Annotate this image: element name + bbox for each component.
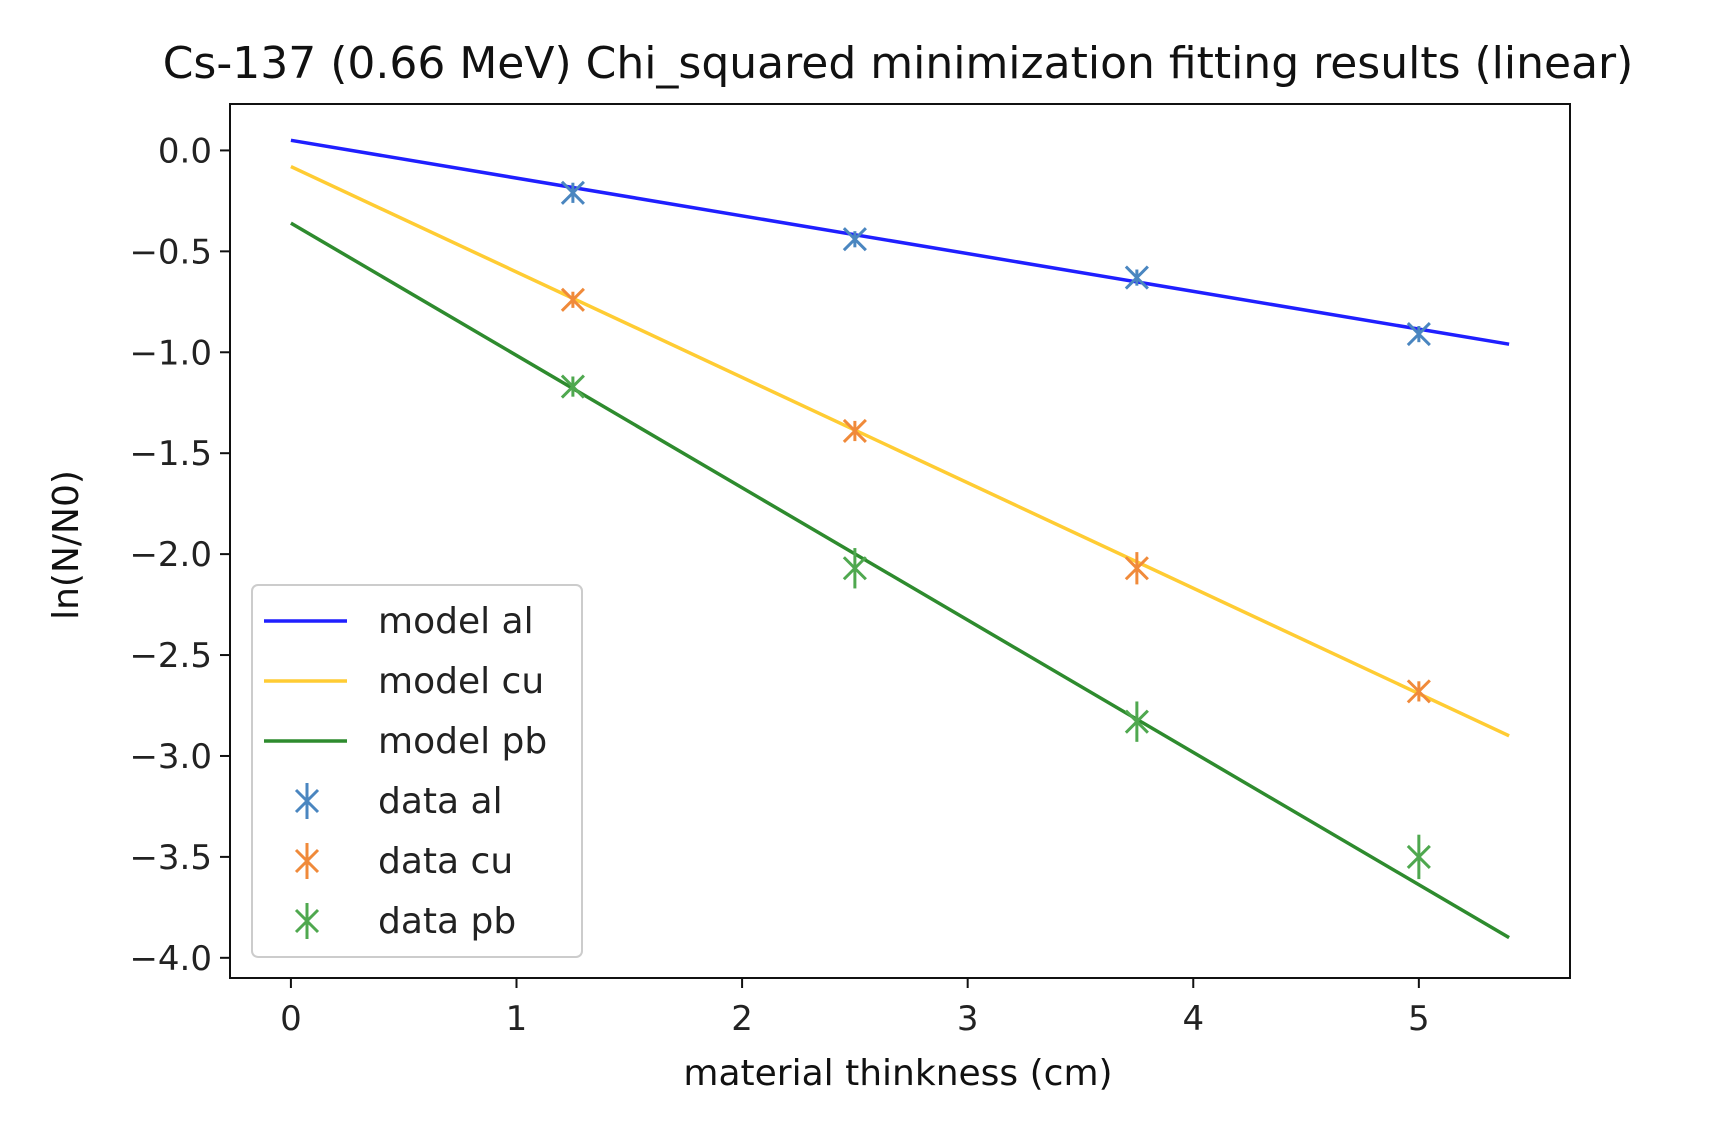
marker-stroke [294, 908, 320, 934]
legend: model al model cu model pb data al data cu da… [251, 584, 583, 958]
marker-stroke [1124, 556, 1149, 581]
model-line-pb [290, 221, 1510, 940]
marker-stroke [842, 556, 867, 581]
y-tick-label: 0.0 [158, 131, 212, 171]
legend-label: data al [378, 781, 503, 822]
legend-item: model cu [264, 661, 544, 702]
data-point-cu [1124, 552, 1149, 585]
x-tick-label: 4 [1182, 999, 1204, 1039]
legend-item: data cu [294, 841, 513, 882]
y-tick-label: −4.0 [129, 939, 212, 979]
marker-stroke [294, 788, 320, 814]
marker-stroke [560, 180, 585, 205]
legend-item: model al [264, 601, 534, 642]
data-point-pb [842, 548, 867, 589]
data-point-pb [560, 374, 585, 399]
legend-label: data cu [378, 841, 513, 882]
y-tick-label: −3.0 [129, 737, 212, 777]
x-tick-label: 0 [280, 999, 302, 1039]
data-point-al [1124, 265, 1149, 290]
x-tick-label: 5 [1408, 999, 1430, 1039]
marker-stroke [560, 287, 585, 312]
x-axis-label: material thinkness (cm) [683, 1053, 1112, 1094]
chart-title: Cs-137 (0.66 MeV) Chi_squared minimizati… [163, 38, 1634, 89]
y-tick-label: −2.0 [129, 535, 212, 575]
legend-item: data pb [294, 901, 516, 942]
x-tick-label: 3 [957, 999, 979, 1039]
marker-stroke [842, 418, 867, 444]
marker-stroke [560, 374, 585, 399]
y-tick-label: −1.5 [129, 434, 212, 474]
marker-stroke [294, 848, 320, 874]
marker-stroke [842, 227, 867, 252]
data-point-al [560, 180, 585, 205]
legend-label: model pb [378, 721, 547, 762]
data-point-al [1406, 322, 1431, 347]
model-line-al [290, 138, 1510, 346]
legend-label: model cu [378, 661, 544, 702]
marker-stroke [1406, 844, 1431, 869]
marker-stroke [1406, 322, 1431, 347]
y-tick-label: −1.0 [129, 333, 212, 373]
data-point-cu [1406, 679, 1431, 704]
legend-label: model al [378, 601, 534, 642]
data-point-cu [560, 287, 585, 312]
y-tick-label: −2.5 [129, 636, 212, 676]
marker-stroke [1124, 265, 1149, 290]
legend-item: model pb [264, 721, 547, 762]
legend-box [251, 584, 583, 958]
model-line-cu [290, 164, 1510, 738]
legend-label: data pb [378, 901, 516, 942]
legend-item: data al [294, 781, 503, 822]
x-tick-label: 1 [506, 999, 528, 1039]
marker-stroke [1406, 679, 1431, 704]
y-tick-label: −0.5 [129, 232, 212, 272]
data-point-pb [1406, 834, 1431, 880]
data-point-al [842, 227, 867, 252]
marker-stroke [1124, 709, 1149, 734]
y-axis-label: ln(N/N0) [46, 470, 87, 620]
plot-area: 0 1 2 3 4 5 0.0 −0.5 −1.0 −1.5 −2.0 −2.5 −3.0 −3.5 −4.… [129, 103, 1571, 1039]
x-tick-label: 2 [731, 999, 753, 1039]
data-point-pb [1124, 701, 1149, 742]
y-tick-label: −3.5 [129, 838, 212, 878]
data-point-cu [842, 418, 867, 444]
plot-frame [229, 103, 1571, 979]
